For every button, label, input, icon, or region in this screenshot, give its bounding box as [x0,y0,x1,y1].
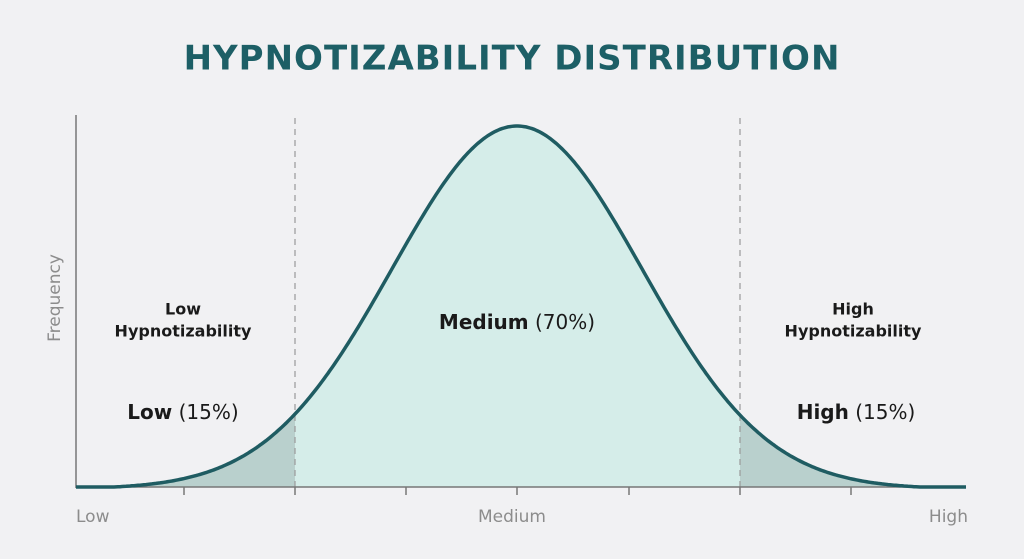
curve-areas [76,126,966,487]
region-area [76,414,295,487]
region-area [295,126,740,487]
x-axis-label: Medium [478,507,546,527]
region-share: High (15%) [797,400,916,424]
region-name: Medium [439,310,529,334]
region-name: High [797,400,849,424]
region-area [740,415,966,487]
region-name: Low [127,400,172,424]
region-heading: High [832,300,874,319]
region-percent: (15%) [855,400,915,424]
region-percent: (70%) [535,310,595,334]
region-share: Low (15%) [127,400,238,424]
x-axis-label: High [929,507,968,527]
y-axis-label: Frequency [45,254,65,342]
chart-title: HYPNOTIZABILITY DISTRIBUTION [184,39,841,79]
x-ticks [183,487,852,495]
region-share: Medium (70%) [439,310,595,334]
region-percent: (15%) [179,400,239,424]
region-heading: Low [165,300,201,319]
x-axis-label: Low [76,507,110,527]
region-heading: Hypnotizability [115,322,252,341]
region-heading: Hypnotizability [785,322,922,341]
bell-curve [76,124,966,489]
